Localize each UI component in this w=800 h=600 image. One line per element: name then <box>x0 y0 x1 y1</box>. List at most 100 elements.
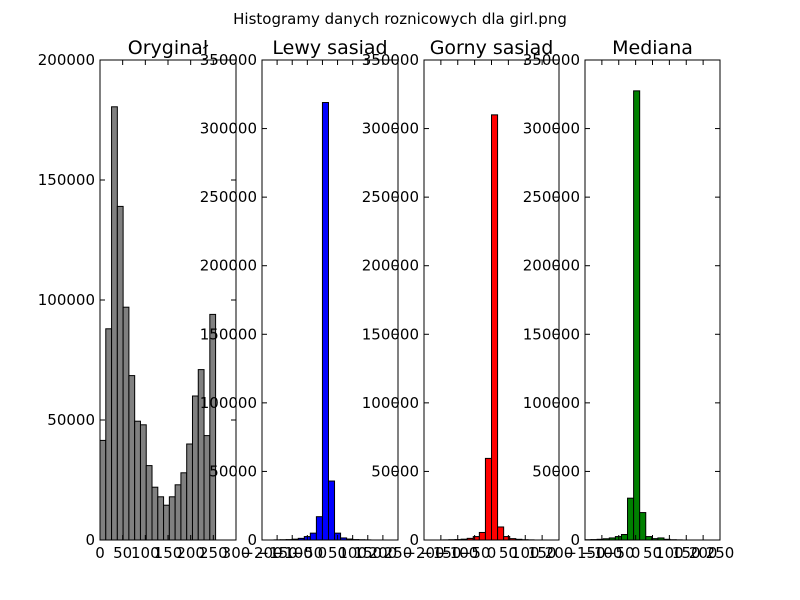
histogram-bar <box>134 420 141 541</box>
histogram-bar <box>491 114 499 541</box>
y-tick-label: 100000 <box>362 394 419 412</box>
y-tick-label: 100000 <box>523 394 580 412</box>
histogram-bar <box>327 480 336 541</box>
histogram-bar <box>105 328 113 541</box>
x-tick-label: 50 <box>643 544 662 562</box>
x-tick-label: −200 <box>403 544 444 562</box>
y-tick-label: 150000 <box>523 325 580 343</box>
histogram-bar <box>497 526 505 541</box>
x-tick-label: 200 <box>545 544 574 562</box>
histogram-bar <box>111 106 118 541</box>
histogram-bar <box>174 484 182 541</box>
x-tick-label: 0 <box>318 544 328 562</box>
y-tick-label: 50000 <box>371 462 419 480</box>
x-tick-label: 50 <box>499 544 518 562</box>
x-tick-label: 0 <box>487 544 497 562</box>
x-tick-label: 200 <box>176 544 205 562</box>
x-tick-label: 300 <box>222 544 251 562</box>
histogram-bar <box>180 472 188 541</box>
axes-title: Lewy sasiad <box>272 37 387 59</box>
x-tick-label: 100 <box>511 544 540 562</box>
axes-title: Oryginał <box>128 37 209 59</box>
x-tick-label: 250 <box>199 544 228 562</box>
histogram-bar <box>639 512 647 541</box>
y-tick-label: 0 <box>85 531 95 549</box>
histogram-bar <box>145 465 153 541</box>
x-tick-label: −200 <box>241 544 282 562</box>
y-tick-label: 200000 <box>362 257 419 275</box>
histogram-panel-3: Gorny sasiad0500001000001500002000002500… <box>362 37 574 562</box>
x-tick-label: 100 <box>655 544 684 562</box>
y-tick-label: 150000 <box>200 325 257 343</box>
x-tick-label: −100 <box>437 544 478 562</box>
y-tick-label: 350000 <box>362 51 419 69</box>
x-tick-label: −50 <box>603 544 635 562</box>
y-tick-label: 300000 <box>362 120 419 138</box>
y-tick-label: 200000 <box>38 51 95 69</box>
histogram-bar <box>315 516 323 541</box>
axes-title: Gorny sasiad <box>430 37 554 59</box>
x-tick-label: 200 <box>689 544 718 562</box>
x-tick-label: −50 <box>459 544 491 562</box>
y-tick-label: 50000 <box>532 462 580 480</box>
histogram-bar <box>186 443 193 541</box>
y-tick-label: 350000 <box>523 51 580 69</box>
y-tick-label: 0 <box>409 531 419 549</box>
histogram-bar <box>209 313 217 541</box>
figure-suptitle: Histogramy danych roznicowych dla girl.p… <box>233 10 567 28</box>
y-tick-label: 200000 <box>523 257 580 275</box>
histogram-bar <box>478 531 486 541</box>
y-tick-label: 0 <box>570 531 580 549</box>
x-tick-label: 100 <box>338 544 367 562</box>
axes-frame <box>261 59 399 541</box>
histogram-bar <box>116 205 124 541</box>
x-tick-label: 250 <box>384 544 413 562</box>
x-tick-label: 0 <box>631 544 641 562</box>
histogram-bar <box>163 504 170 541</box>
histogram-panel-2: Lewy sasiad 0 50000 100000 150000 200000 25000… <box>200 37 413 562</box>
y-tick-label: 50000 <box>47 411 95 429</box>
histogram-bar <box>203 435 211 541</box>
x-tick-label: 150 <box>353 544 382 562</box>
x-tick-label: 150 <box>154 544 183 562</box>
y-tick-label: 250000 <box>523 188 580 206</box>
histogram-bar <box>484 457 492 541</box>
x-tick-label: 150 <box>528 544 557 562</box>
x-tick-label: −150 <box>420 544 461 562</box>
y-tick-label: 250000 <box>200 188 257 206</box>
x-tick-label: 250 <box>706 544 735 562</box>
x-tick-label: −150 <box>564 544 605 562</box>
histogram-bar <box>633 90 641 541</box>
histogram-bar <box>627 497 635 541</box>
x-tick-label: −50 <box>292 544 324 562</box>
y-tick-label: 300000 <box>523 120 580 138</box>
x-tick-label: −150 <box>257 544 298 562</box>
histogram-bar <box>191 395 199 541</box>
y-tick-label: 350000 <box>200 51 257 69</box>
y-tick-label: 100000 <box>200 394 257 412</box>
histogram-panel-4: Mediana 0 50000 100000 150000 200000 250000 300… <box>523 37 735 562</box>
x-tick-label: 0 <box>95 544 105 562</box>
axes-title: Mediana <box>612 37 693 59</box>
y-tick-label: 150000 <box>38 171 95 189</box>
histogram-bar <box>309 532 317 541</box>
histogram-panel-1: Oryginał 0 50000 100000 150000 200000 0 5010015… <box>38 37 251 562</box>
histogram-bar <box>139 424 147 541</box>
y-tick-label: 250000 <box>362 188 419 206</box>
histogram-bar <box>122 306 130 541</box>
y-tick-label: 150000 <box>362 325 419 343</box>
y-tick-label: 200000 <box>200 257 257 275</box>
histogram-bar <box>128 375 136 541</box>
x-tick-label: −100 <box>581 544 622 562</box>
x-tick-label: 50 <box>328 544 347 562</box>
x-tick-label: −100 <box>272 544 313 562</box>
x-tick-label: 200 <box>369 544 398 562</box>
y-tick-label: 100000 <box>38 291 95 309</box>
y-tick-label: 300000 <box>200 120 257 138</box>
x-tick-label: 100 <box>131 544 160 562</box>
histogram-bar <box>151 486 159 541</box>
histogram-bar <box>645 536 653 541</box>
histogram-bar <box>321 102 329 541</box>
y-tick-label: 0 <box>247 531 257 549</box>
